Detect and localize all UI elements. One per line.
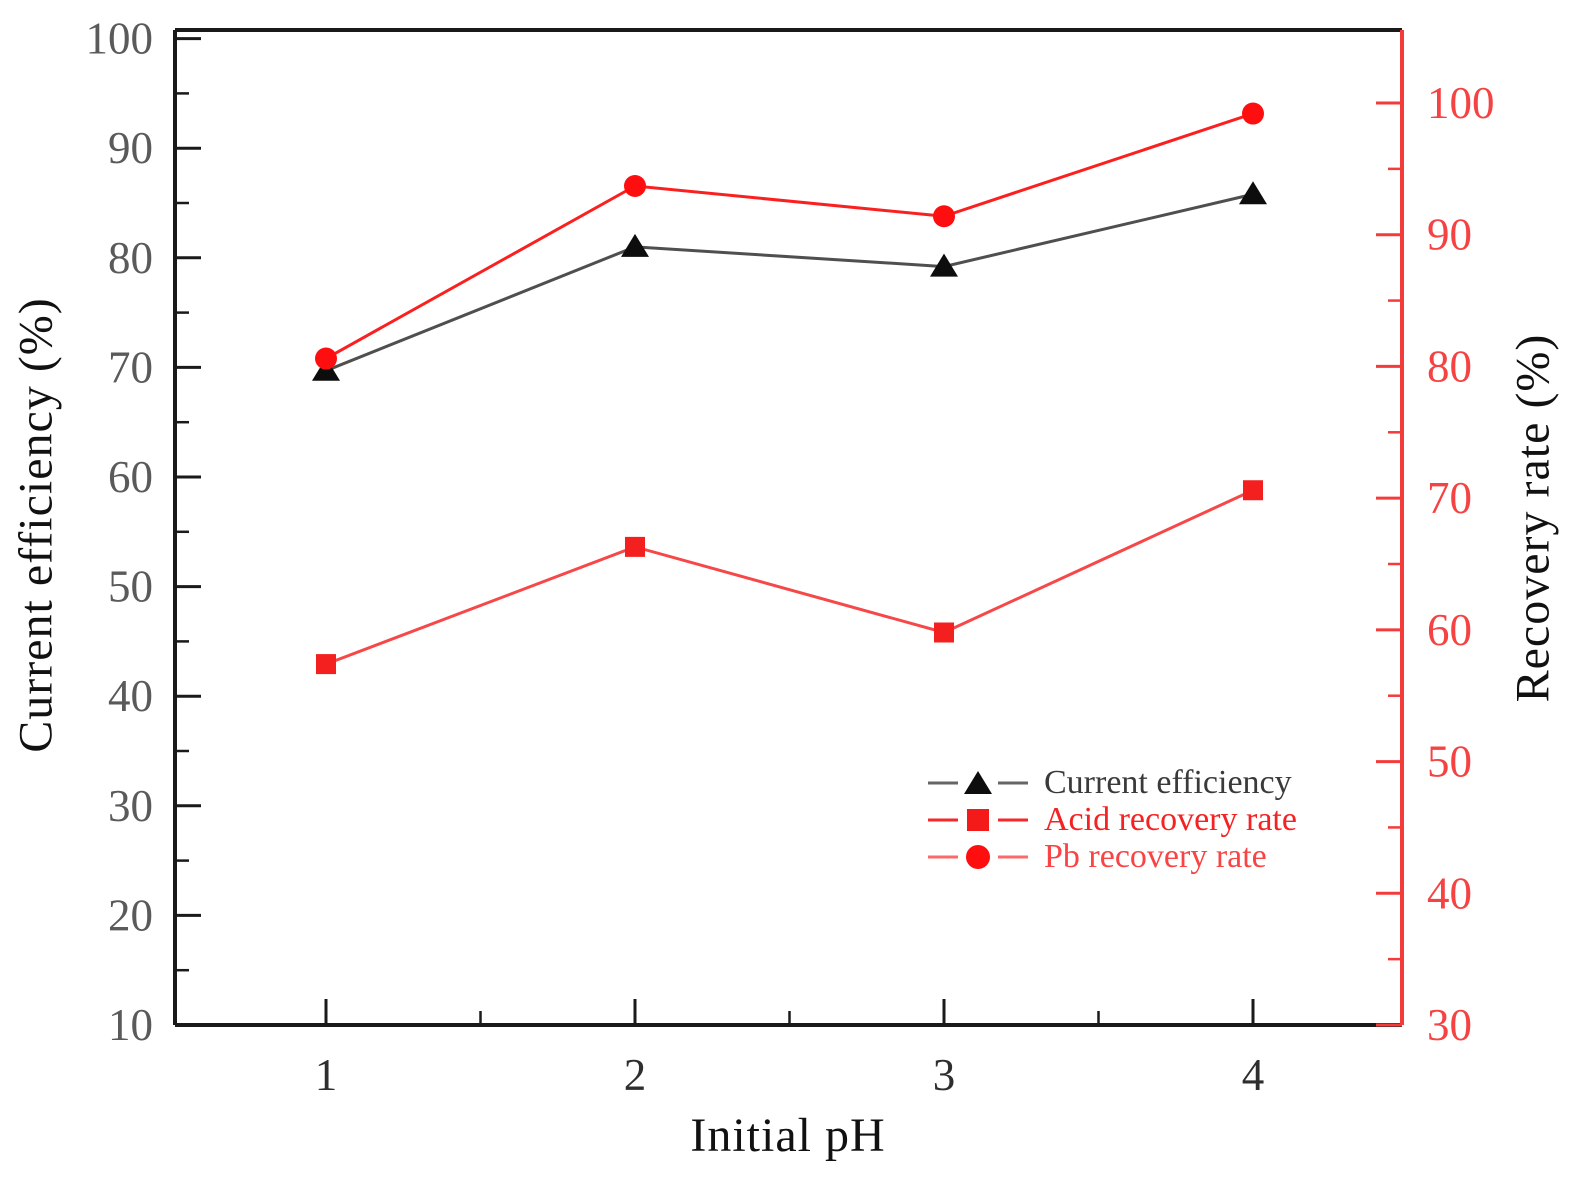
data-point-square [625,536,645,557]
x-axis-tick-label: 4 [1242,1050,1265,1100]
x-axis-title: Initial pH [690,1109,886,1162]
square-marker-swatch-icon [928,808,1028,831]
data-point-triangle [1239,181,1267,205]
left-axis-tick-label: 20 [108,890,153,940]
series-line-triangle [325,192,1254,373]
legend-label-acid-recovery: Acid recovery rate [1044,800,1297,838]
x-axis-tick-label: 1 [315,1050,338,1100]
left-axis-tick-label: 70 [108,342,153,392]
legend-row-acid-recovery: Acid recovery rate [928,801,1297,838]
data-point-square [934,622,954,643]
right-axis-title: Recovery rate (%) [1506,333,1560,703]
right-axis-tick-label: 60 [1427,605,1472,655]
left-axis-tick-label: 100 [86,14,154,64]
right-axis-tick-label: 40 [1427,868,1472,918]
x-axis-tick-label: 2 [624,1050,647,1100]
left-axis-tick-label: 60 [108,452,153,502]
left-axis-tick-label: 80 [108,233,153,283]
triangle-marker-swatch-icon [928,770,1028,794]
legend-label-current-efficiency: Current efficiency [1044,763,1292,801]
circle-marker-swatch-icon [928,844,1028,869]
data-point-square [316,654,336,675]
data-point-triangle [930,253,958,277]
left-axis-tick-label: 90 [108,123,153,173]
left-axis-tick-label: 40 [108,671,153,721]
left-axis-tick-label: 50 [108,562,153,612]
legend-row-current-efficiency: Current efficiency [928,764,1297,801]
series-line-square [325,488,1254,666]
data-point-circle [315,347,337,370]
left-axis-tick-label: 30 [108,781,153,831]
legend-label-pb-recovery: Pb recovery rate [1044,837,1267,875]
series-line-circle [325,112,1254,360]
data-point-circle [1242,102,1264,125]
data-point-circle [624,174,646,197]
left-axis-tick-label: 10 [108,1000,153,1050]
right-axis-tick-label: 70 [1427,473,1472,523]
x-axis-tick-label: 3 [933,1050,956,1100]
right-axis-tick-label: 90 [1427,210,1472,260]
legend: Current efficiency Acid recovery rate Pb… [928,764,1297,875]
right-axis-tick-label: 50 [1427,737,1472,787]
data-point-square [1243,480,1263,501]
right-axis-tick-label: 30 [1427,1000,1472,1050]
legend-row-pb-recovery: Pb recovery rate [928,838,1297,875]
right-axis-tick-label: 100 [1427,78,1495,128]
right-axis-tick-label: 80 [1427,341,1472,391]
data-point-circle [933,205,955,228]
left-axis-title: Current efficiency (%) [9,297,63,753]
data-point-triangle [621,233,649,257]
